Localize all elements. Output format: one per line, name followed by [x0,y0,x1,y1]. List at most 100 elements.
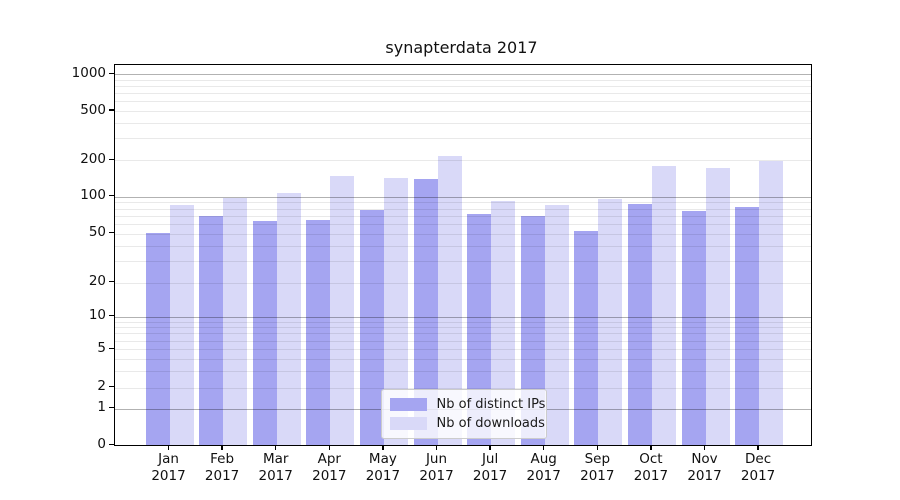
y-tick-mark [108,407,114,409]
bar-downloads-apr [330,176,355,446]
gridline-minor [114,123,811,124]
bar-downloads-nov [705,168,730,446]
y-tick-mark [108,158,114,160]
gridline-minor [114,233,811,235]
x-tick-label: Jun 2017 [419,451,454,484]
y-tick-mark [108,385,114,388]
gridline-minor [114,370,811,372]
bar-distinct-ips-sep [574,230,599,446]
x-tick-label: Oct 2017 [633,451,669,484]
bar-downloads-oct [651,166,676,446]
y-tick-label: 0 [97,435,106,452]
gridlines-layer [114,65,811,446]
gridline-minor [114,93,811,95]
x-tick-label: Feb 2017 [204,451,240,484]
bar-distinct-ips-oct [627,203,652,446]
y-tick-mark [108,347,114,349]
y-tick-label: 50 [88,224,106,241]
x-tick-label: May 2017 [365,451,401,484]
x-tick-mark [275,445,277,451]
y-tick-label: 1000 [71,64,106,81]
gridline-minor [114,86,811,88]
chart-title: synapterdata 2017 [385,38,538,57]
x-tick-mark [650,445,652,451]
x-tick-label: Jan 2017 [151,451,186,484]
bar-downloads-mar [276,192,301,446]
gridline-minor [114,245,811,247]
y-tick-label: 200 [80,150,106,167]
bar-distinct-ips-may [359,209,384,446]
y-tick-label: 10 [88,307,106,324]
gridline-minor [114,282,811,284]
bar-distinct-ips-mar [252,220,277,446]
x-tick-label: Aug 2017 [526,451,561,484]
x-tick-mark [221,445,223,451]
gridline-major [114,196,811,198]
x-tick-mark [757,445,759,451]
gridline-minor [114,333,811,335]
gridline-minor [114,101,811,103]
x-tick-mark [382,445,384,451]
gridline-major [114,316,811,318]
y-tick-label: 500 [80,101,106,118]
x-tick-label: Nov 2017 [687,451,722,484]
y-tick-mark [108,72,114,74]
y-tick-label: 20 [88,273,106,290]
bar-distinct-ips-dec [735,207,760,446]
gridline-minor [114,138,811,140]
gridline-minor [114,79,811,81]
legend: Nb of distinct IPs Nb of downloads [380,388,547,439]
y-tick-mark [108,232,114,234]
legend-label-downloads: Nb of downloads [436,415,545,431]
x-tick-mark [167,445,170,451]
bar-distinct-ips-feb [199,215,224,446]
plot-area: Nb of distinct IPs Nb of downloads [113,63,812,447]
bar-distinct-ips-apr [306,219,331,446]
legend-swatch-downloads [389,416,427,430]
bar-downloads-dec [759,161,784,446]
gridline-minor [114,111,811,112]
gridline-minor [114,223,811,225]
x-tick-mark [703,445,706,451]
y-tick-mark [108,443,114,445]
y-tick-label: 1 [97,399,106,416]
gridline-minor [114,321,811,323]
legend-label-distinct-ips: Nb of distinct IPs [436,396,546,412]
x-tick-mark [435,445,438,451]
gridline-minor [114,387,811,389]
legend-row-downloads: Nb of downloads [389,415,545,432]
y-tick-mark [108,195,114,197]
y-tick-mark [108,315,114,317]
gridline-minor [114,202,811,204]
x-tick-mark [543,445,545,451]
gridline-minor [114,215,811,217]
x-tick-label: Sep 2017 [580,451,615,484]
gridline-minor [114,160,811,162]
gridline-major [114,74,811,76]
gridline-minor [114,261,811,263]
x-tick-mark [489,445,491,451]
y-tick-mark [108,281,114,283]
y-tick-label: 100 [80,187,106,204]
y-tick-mark [108,109,114,111]
y-tick-label: 2 [97,378,106,394]
x-tick-label: Mar 2017 [258,451,293,484]
gridline-minor [114,208,811,210]
bar-distinct-ips-jan [145,232,170,446]
x-tick-mark [328,445,330,451]
x-tick-label: Apr 2017 [312,451,347,484]
x-tick-mark [596,445,598,451]
bar-downloads-sep [598,198,623,446]
bar-downloads-jan [169,205,194,446]
legend-swatch-distinct-ips [389,397,427,411]
x-tick-label: Jul 2017 [472,451,508,484]
gridline-minor [114,358,811,360]
gridline-minor [114,340,811,342]
y-tick-label: 5 [97,339,106,356]
gridline-minor [114,327,811,329]
x-tick-label: Dec 2017 [740,451,776,484]
bar-distinct-ips-nov [681,210,706,446]
bar-downloads-feb [223,198,248,446]
gridline-minor [114,349,811,351]
